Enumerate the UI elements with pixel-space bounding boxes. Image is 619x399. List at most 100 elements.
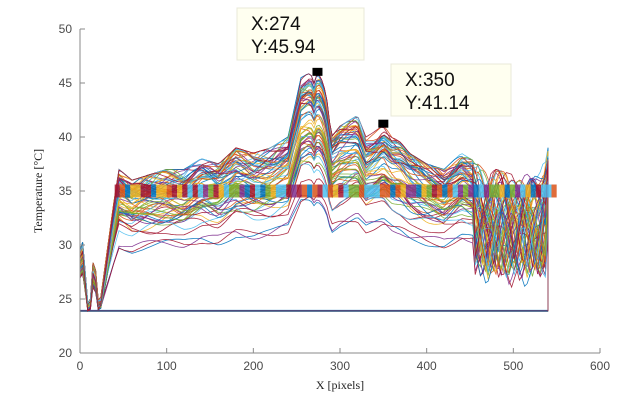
striped-band-segment bbox=[223, 184, 230, 198]
striped-band-segment bbox=[229, 184, 235, 198]
striped-band-segment bbox=[411, 184, 417, 198]
striped-band-segment bbox=[182, 184, 188, 198]
striped-band-segment bbox=[447, 184, 453, 198]
striped-band-segment bbox=[156, 184, 162, 198]
striped-band-segment bbox=[244, 184, 250, 198]
temperature-profile-line bbox=[80, 73, 549, 312]
striped-band-segment bbox=[281, 184, 287, 198]
striped-band-segment bbox=[452, 184, 458, 198]
striped-band-segment bbox=[385, 184, 391, 198]
striped-band-segment bbox=[192, 184, 198, 198]
datatip-marker bbox=[312, 67, 323, 76]
striped-band-segment bbox=[442, 184, 448, 198]
striped-band-segment bbox=[494, 184, 500, 198]
striped-band-segment bbox=[468, 184, 474, 198]
striped-band-segment bbox=[130, 184, 136, 198]
y-tick-label: 45 bbox=[59, 76, 73, 90]
x-tick-label: 0 bbox=[77, 359, 84, 373]
striped-band-segment bbox=[218, 184, 224, 198]
striped-band-segment bbox=[463, 184, 469, 198]
striped-band-segment bbox=[151, 184, 157, 198]
striped-band-segment bbox=[312, 184, 318, 198]
striped-band-segment bbox=[208, 184, 214, 198]
striped-band-segment bbox=[161, 184, 167, 198]
plot-area bbox=[80, 73, 557, 313]
striped-band-segment bbox=[119, 184, 126, 198]
striped-band-segment bbox=[431, 184, 438, 198]
striped-band-segment bbox=[239, 184, 245, 198]
striped-band-segment bbox=[213, 184, 219, 198]
striped-band-segment bbox=[291, 184, 297, 198]
x-tick-label: 300 bbox=[330, 359, 350, 373]
y-tick-label: 40 bbox=[59, 130, 73, 144]
striped-band-segment bbox=[307, 184, 313, 198]
striped-band-segment bbox=[364, 184, 370, 198]
striped-band-segment bbox=[301, 184, 308, 198]
x-tick-label: 100 bbox=[157, 359, 177, 373]
striped-band-segment bbox=[348, 184, 354, 198]
x-tick-label: 200 bbox=[243, 359, 263, 373]
striped-band-segment bbox=[125, 184, 131, 198]
temperature-profile-line bbox=[80, 141, 549, 312]
striped-band-segment bbox=[374, 184, 380, 198]
datatip-y-label: Y:41.14 bbox=[405, 93, 470, 114]
striped-band-segment bbox=[203, 184, 209, 198]
striped-band-segment bbox=[338, 184, 344, 198]
striped-band-segment bbox=[327, 184, 334, 198]
striped-band-segment bbox=[499, 184, 505, 198]
datatip-marker bbox=[378, 119, 389, 128]
y-tick-label: 25 bbox=[59, 292, 73, 306]
striped-band-segment bbox=[390, 184, 396, 198]
striped-band-segment bbox=[275, 184, 282, 198]
striped-band-segment bbox=[140, 184, 146, 198]
striped-band-segment bbox=[400, 184, 406, 198]
axes bbox=[79, 28, 601, 354]
striped-band-segment bbox=[343, 184, 349, 198]
striped-band-segment bbox=[546, 184, 552, 198]
temperature-profile-line bbox=[80, 194, 549, 312]
striped-band-segment bbox=[369, 184, 375, 198]
datatip-box bbox=[390, 63, 512, 117]
y-tick-label: 50 bbox=[59, 22, 73, 36]
striped-band-segment bbox=[483, 184, 490, 198]
x-axis-label: X [pixels] bbox=[316, 378, 364, 392]
datatip-y-label: Y:45.94 bbox=[251, 37, 316, 58]
striped-band-segment bbox=[333, 184, 339, 198]
striped-band-segment bbox=[416, 184, 422, 198]
striped-band-segment bbox=[515, 184, 521, 198]
striped-band-segment bbox=[437, 184, 443, 198]
striped-band-segment bbox=[265, 184, 271, 198]
striped-band-segment bbox=[520, 184, 526, 198]
striped-band-segment bbox=[317, 184, 323, 198]
striped-band-segment bbox=[379, 184, 386, 198]
striped-band-segment bbox=[255, 184, 261, 198]
striped-band-segment bbox=[145, 184, 152, 198]
striped-band-segment bbox=[541, 184, 547, 198]
striped-band-segment bbox=[504, 184, 510, 198]
striped-band-segment bbox=[286, 184, 292, 198]
y-tick-label: 30 bbox=[59, 238, 73, 252]
striped-band-segment bbox=[421, 184, 427, 198]
striped-band-segment bbox=[426, 184, 432, 198]
y-axis-label: Temperature [°C] bbox=[31, 149, 45, 233]
x-tick-label: 400 bbox=[417, 359, 437, 373]
striped-band-segment bbox=[322, 184, 328, 198]
striped-band-segment bbox=[551, 184, 557, 198]
datatip-x-label: X:274 bbox=[251, 14, 301, 35]
striped-band-segment bbox=[395, 184, 401, 198]
striped-band-segment bbox=[171, 184, 178, 198]
temperature-profile-line bbox=[80, 87, 549, 312]
striped-band-segment bbox=[296, 184, 302, 198]
striped-band-segment bbox=[478, 184, 484, 198]
striped-band-segment bbox=[234, 184, 240, 198]
y-tick-label: 20 bbox=[59, 346, 73, 360]
tick-labels: 0 100 200 300 400 500 600 20 25 30 35 40 45 50 bbox=[59, 22, 611, 373]
datatip-x-label: X:350 bbox=[405, 70, 455, 91]
striped-band-segment bbox=[473, 184, 479, 198]
striped-band-segment bbox=[489, 184, 495, 198]
